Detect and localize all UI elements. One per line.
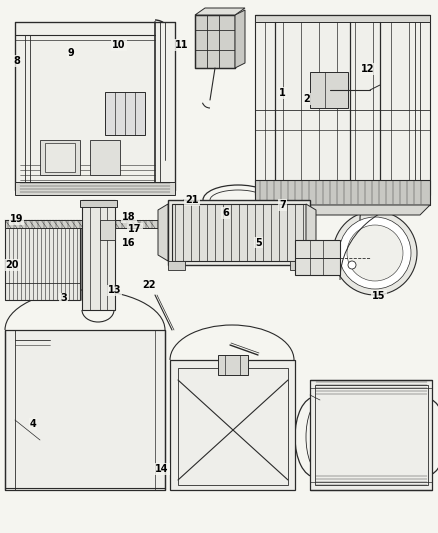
Polygon shape <box>80 200 117 207</box>
Circle shape <box>211 224 239 252</box>
Text: 7: 7 <box>279 200 286 210</box>
Text: 4: 4 <box>29 419 36 429</box>
Circle shape <box>106 111 113 118</box>
Circle shape <box>212 410 252 450</box>
Circle shape <box>103 262 110 269</box>
Polygon shape <box>255 180 430 205</box>
Circle shape <box>57 280 63 286</box>
Circle shape <box>300 247 310 257</box>
Polygon shape <box>235 10 245 68</box>
Text: 10: 10 <box>113 41 126 50</box>
Text: 5: 5 <box>255 238 262 247</box>
Text: 3: 3 <box>60 294 67 303</box>
Polygon shape <box>15 22 175 190</box>
Polygon shape <box>172 204 306 261</box>
Text: 15: 15 <box>372 291 385 301</box>
Circle shape <box>19 252 25 258</box>
Text: 1: 1 <box>279 88 286 98</box>
Polygon shape <box>45 143 75 172</box>
Circle shape <box>314 94 322 102</box>
Circle shape <box>348 261 356 269</box>
Polygon shape <box>255 15 430 22</box>
Circle shape <box>297 244 313 260</box>
Polygon shape <box>218 355 248 375</box>
Polygon shape <box>100 220 115 240</box>
Circle shape <box>339 217 411 289</box>
Polygon shape <box>306 204 316 261</box>
Text: 20: 20 <box>6 260 19 270</box>
Circle shape <box>24 356 32 364</box>
Polygon shape <box>40 140 80 175</box>
Circle shape <box>180 200 190 210</box>
Text: 12: 12 <box>361 64 374 74</box>
Text: 9: 9 <box>67 49 74 58</box>
Text: 17: 17 <box>128 224 141 234</box>
Polygon shape <box>310 380 432 490</box>
Circle shape <box>103 235 110 241</box>
Text: 22: 22 <box>142 280 155 290</box>
Circle shape <box>174 372 290 488</box>
Polygon shape <box>168 261 185 270</box>
Polygon shape <box>5 330 165 490</box>
Polygon shape <box>195 15 235 68</box>
Polygon shape <box>255 15 430 195</box>
Polygon shape <box>310 72 348 108</box>
Text: 8: 8 <box>13 56 20 66</box>
Circle shape <box>333 211 417 295</box>
Polygon shape <box>158 204 168 261</box>
Circle shape <box>314 79 322 87</box>
Polygon shape <box>82 200 115 310</box>
Text: 6: 6 <box>222 208 229 218</box>
Circle shape <box>215 228 235 248</box>
Circle shape <box>182 380 282 480</box>
Circle shape <box>104 249 110 255</box>
Circle shape <box>14 411 22 419</box>
Polygon shape <box>15 182 175 195</box>
Polygon shape <box>5 220 160 228</box>
Text: 14: 14 <box>155 464 169 474</box>
Polygon shape <box>195 8 245 15</box>
Circle shape <box>347 225 403 281</box>
Polygon shape <box>170 360 295 490</box>
Text: 19: 19 <box>10 214 23 223</box>
Polygon shape <box>90 140 120 175</box>
Text: 2: 2 <box>303 94 310 103</box>
Polygon shape <box>168 200 310 265</box>
Polygon shape <box>260 205 430 215</box>
Circle shape <box>17 250 27 260</box>
Text: 13: 13 <box>108 286 121 295</box>
Text: 18: 18 <box>122 213 136 222</box>
Polygon shape <box>5 220 80 300</box>
Polygon shape <box>105 92 145 135</box>
Text: 11: 11 <box>175 41 188 50</box>
Polygon shape <box>290 261 310 270</box>
Text: 16: 16 <box>122 238 135 247</box>
Circle shape <box>207 377 213 383</box>
Polygon shape <box>295 240 340 275</box>
Circle shape <box>106 96 113 103</box>
Text: 21: 21 <box>185 195 198 205</box>
